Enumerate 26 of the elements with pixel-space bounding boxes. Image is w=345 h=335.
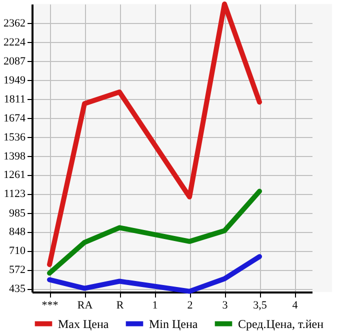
x-tick-label: 3 (222, 300, 228, 312)
y-tick-label: 572 (9, 264, 26, 276)
y-tick-label: 2362 (4, 18, 26, 30)
y-tick-label: 1811 (4, 93, 26, 106)
y-tick-label: 848 (9, 226, 26, 238)
y-tick-label: 435 (9, 283, 26, 296)
y-tick-label: 710 (9, 245, 26, 258)
legend-label: Min Цена (149, 316, 198, 331)
y-tick-label: 2224 (4, 36, 26, 49)
y-tick-label: 985 (9, 207, 26, 220)
x-tick-label: R (116, 300, 124, 312)
x-tick-label: 2 (187, 300, 193, 312)
y-tick-label: 1123 (4, 188, 26, 200)
y-tick-label: 1674 (4, 112, 26, 124)
y-tick-label: 1949 (4, 74, 26, 86)
legend-label: Сред.Цена, т.йен (238, 316, 324, 331)
x-tick-label: 3,5 (253, 300, 268, 312)
x-tick-label: 4 (292, 300, 298, 312)
y-tick-label: 1261 (4, 169, 26, 182)
legend-label: Max Цена (58, 316, 110, 331)
y-tick-label: 1398 (4, 150, 26, 162)
x-tick-label: 1 (152, 300, 158, 312)
x-tick-label: RA (77, 300, 93, 312)
y-tick-label: 1536 (4, 131, 26, 144)
y-tick-label: 2087 (4, 55, 26, 68)
x-tick-label: *** (42, 300, 58, 312)
